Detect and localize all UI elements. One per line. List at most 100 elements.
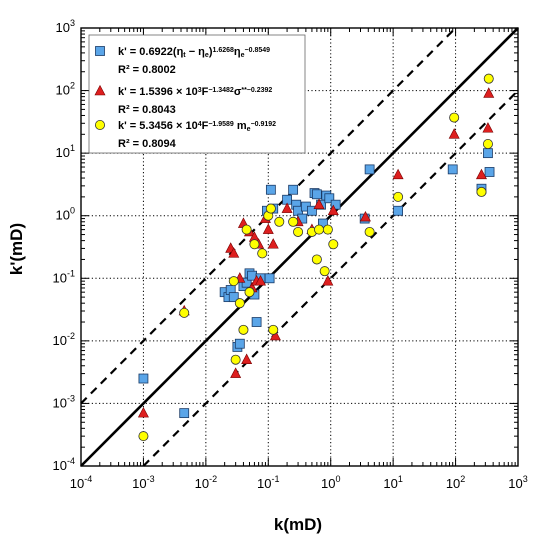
circle-point [364, 226, 375, 237]
y-tick-label: 101 [56, 143, 75, 160]
legend-square-marker [95, 46, 105, 56]
bound-line-dashed [142, 89, 519, 467]
triangle-point [230, 367, 242, 378]
triangle-point [475, 168, 487, 180]
plot-border [80, 27, 519, 467]
y-axis-label: k'(mD) [7, 223, 26, 275]
circle-point [311, 254, 322, 265]
x-tick-label: 10-3 [132, 474, 154, 491]
circle-point [234, 298, 245, 309]
square-point [364, 164, 375, 175]
circle-point [238, 324, 249, 335]
circle-point [274, 216, 285, 227]
square-point [264, 273, 275, 284]
x-tick-label: 101 [383, 474, 402, 491]
circle-point [265, 203, 276, 214]
x-tick-label: 10-2 [195, 474, 217, 491]
circle-point [244, 287, 255, 298]
circle-point [449, 112, 460, 123]
circle-point [293, 226, 304, 237]
circle-point [288, 216, 299, 227]
triangle-point [448, 128, 460, 139]
x-tick-label: 103 [508, 474, 527, 491]
triangle-point [228, 247, 240, 258]
legend-box [88, 34, 306, 154]
legend-circle-marker [95, 120, 106, 131]
legend-formula: k' = 5.3456 × 104F−1.9589 me−0.9192 [118, 120, 276, 133]
triangle-point [322, 275, 334, 286]
circle-point [483, 73, 494, 84]
triangle-point [392, 168, 404, 180]
square-point [251, 317, 262, 327]
legend: k' = 0.6922(ηt − ηe)1.6268ηe−0.8549 R² = … [88, 34, 306, 154]
square-point [138, 373, 149, 384]
y-tick-label: 10-3 [53, 393, 75, 410]
square-point [228, 292, 239, 303]
legend-formula: k' = 0.6922(ηt − ηe)1.6268ηe−0.8549 [118, 46, 270, 59]
circle-point [249, 239, 260, 250]
triangle-point [267, 238, 279, 249]
square-point [447, 164, 458, 175]
legend-r2: R² = 0.8094 [118, 138, 177, 150]
circle-point [138, 431, 149, 442]
circle-point [393, 191, 404, 202]
square-point [393, 205, 403, 216]
square-point [324, 193, 335, 204]
x-axis-label: k(mD) [274, 515, 322, 534]
legend-r2: R² = 0.8002 [118, 64, 176, 76]
bound-line-dashed [80, 27, 457, 405]
circle-point [268, 324, 279, 335]
triangle-point [241, 353, 253, 364]
x-tick-label: 102 [446, 474, 465, 491]
y-tick-label: 10-2 [53, 331, 75, 348]
x-tick-label: 10-1 [257, 474, 279, 491]
reference-lines [80, 27, 519, 467]
square-point [311, 189, 322, 200]
circle-point [257, 248, 268, 259]
y-tick-label: 103 [56, 18, 75, 35]
circle-point [230, 354, 241, 365]
circle-point [179, 307, 190, 318]
data-points [137, 73, 495, 442]
square-point [234, 338, 245, 349]
axis-ticks [80, 28, 518, 467]
plot-frame [80, 27, 519, 467]
square-point [484, 167, 495, 177]
square-point [288, 184, 299, 195]
triangle-point [327, 204, 339, 216]
one-to-one-line [80, 27, 519, 467]
triangle-point [281, 202, 293, 213]
x-tick-label: 10-4 [70, 474, 92, 491]
circle-point [322, 224, 333, 235]
triangle-point [483, 87, 495, 98]
y-tick-label: 10-1 [53, 268, 75, 285]
square-point [265, 184, 276, 195]
triangle-point [482, 122, 494, 133]
x-tick-label: 100 [321, 474, 340, 491]
circle-point [241, 224, 252, 235]
triangle-point [254, 275, 266, 286]
circle-point [476, 186, 487, 197]
legend-r2: R² = 0.8043 [118, 104, 176, 116]
y-tick-label: 100 [56, 206, 75, 223]
x-tick-labels: 10-4 10-3 10-2 10-1 100 101 102 103 [70, 474, 528, 491]
triangle-point [137, 406, 149, 418]
triangle-point [313, 198, 325, 209]
circle-point [328, 239, 339, 250]
square-point [483, 148, 493, 159]
triangle-point [269, 329, 281, 341]
circle-point [319, 266, 330, 277]
legend-formula: k' = 1.5396 × 103F−1.3482σ**−0.2392 [118, 86, 272, 98]
y-tick-label: 10-4 [53, 456, 75, 473]
triangle-point [359, 210, 371, 222]
circle-point [482, 138, 493, 149]
legend-triangle-marker [94, 84, 106, 96]
circle-point [228, 276, 239, 287]
y-tick-label: 102 [56, 81, 75, 98]
triangle-point [262, 223, 274, 234]
square-point [179, 408, 190, 419]
circle-point [314, 224, 325, 235]
y-tick-labels: 10-4 10-3 10-2 10-1 100 101 102 103 [53, 18, 75, 473]
square-point [307, 205, 317, 216]
